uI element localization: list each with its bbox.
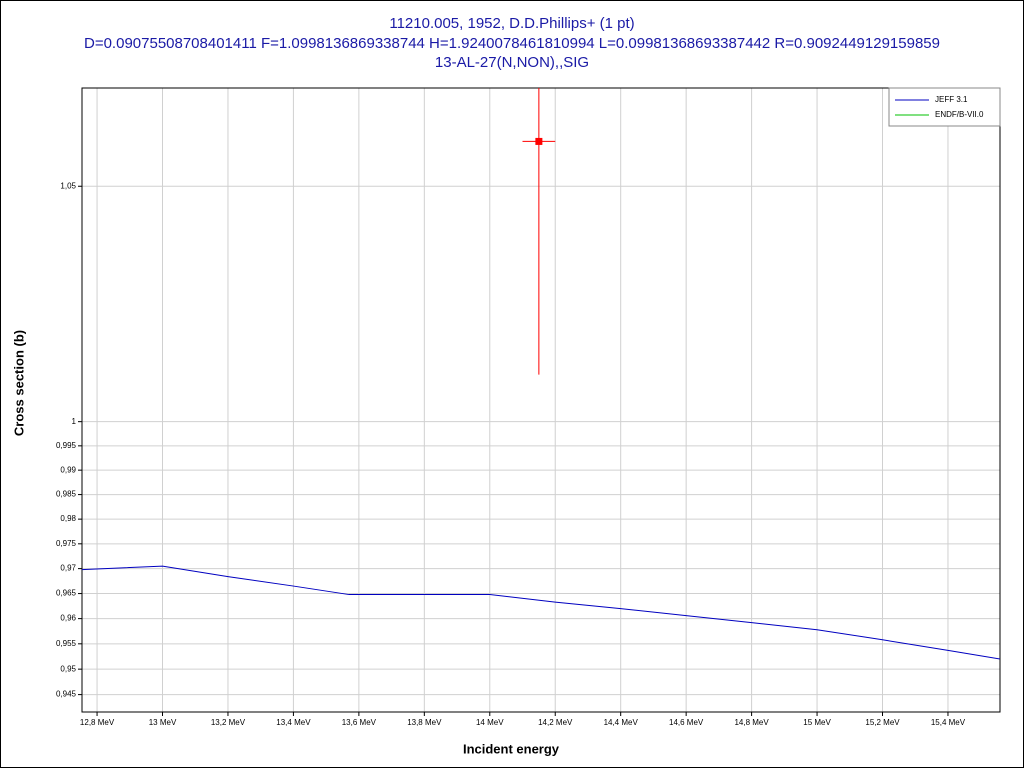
x-tick-label: 13,8 MeV	[407, 718, 442, 727]
y-tick-label: 0,98	[60, 514, 76, 523]
data-point	[535, 137, 543, 145]
y-tick-label: 0,965	[56, 589, 77, 598]
chart-subtitle: 13-AL-27(N,NON),,SIG	[435, 54, 589, 71]
y-tick-label: 0,95	[60, 664, 76, 673]
y-axis-label: Cross section (b)	[11, 330, 26, 436]
x-axis-label: Incident energy	[463, 741, 560, 756]
x-tick-label: 14 MeV	[476, 718, 504, 727]
x-tick-label: 14,8 MeV	[734, 718, 769, 727]
legend-box	[888, 87, 1001, 127]
y-tick-label: 1	[72, 417, 77, 426]
y-tick-label: 0,97	[60, 564, 76, 573]
x-tick-label: 15 MeV	[803, 718, 831, 727]
y-tick-label: 0,99	[60, 465, 76, 474]
y-tick-label: 0,975	[56, 539, 77, 548]
chart-subtitle: D=0.09075508708401411 F=1.09981368693387…	[84, 35, 940, 52]
y-tick-label: 1,05	[60, 181, 76, 190]
x-tick-label: 15,2 MeV	[865, 718, 900, 727]
x-tick-label: 14,2 MeV	[538, 718, 573, 727]
plot-content	[82, 88, 1000, 660]
y-tick-label: 0,945	[56, 690, 77, 699]
x-tick-label: 13,4 MeV	[276, 718, 311, 727]
legend-label: JEFF 3.1	[935, 95, 968, 104]
x-tick-label: 13,6 MeV	[342, 718, 377, 727]
y-tick-label: 0,985	[56, 490, 77, 499]
plot-area	[81, 87, 1001, 713]
x-tick-label: 13 MeV	[149, 718, 177, 727]
y-tick-label: 0,96	[60, 614, 76, 623]
x-tick-label: 12,8 MeV	[80, 718, 115, 727]
legend-label: ENDF/B-VII.0	[935, 110, 984, 119]
y-tick-label: 0,955	[56, 639, 77, 648]
y-tick-label: 0,995	[56, 441, 77, 450]
chart-title: 11210.005, 1952, D.D.Phillips+ (1 pt)	[389, 15, 634, 32]
x-tick-label: 14,4 MeV	[604, 718, 639, 727]
x-tick-label: 14,6 MeV	[669, 718, 704, 727]
series-line	[82, 565, 1000, 660]
x-tick-label: 13,2 MeV	[211, 718, 246, 727]
x-tick-label: 15,4 MeV	[931, 718, 966, 727]
